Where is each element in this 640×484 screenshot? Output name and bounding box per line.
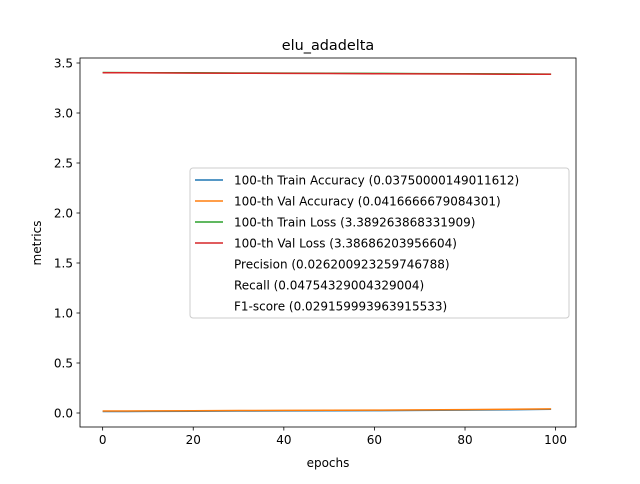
y-tick-label: 0.5 (54, 356, 73, 370)
legend-label-6: F1-score (0.029159993963915533) (234, 300, 447, 314)
axes: 0 20 40 60 80 100 0.0 0.5 1.0 1.5 2.0 2.5 3.0 3.5 (54, 56, 577, 447)
legend-label-5: Recall (0.04754329004329004) (234, 279, 424, 293)
legend-label-2: 100-th Train Loss (3.389263868331909) (234, 216, 475, 230)
chart-title: elu_adadelta (282, 38, 374, 54)
x-axis-label: epochs (307, 456, 350, 470)
y-tick-label: 2.0 (54, 206, 73, 220)
legend-label-4: Precision (0.026200923259746788) (234, 258, 450, 272)
y-tick-label: 2.5 (54, 156, 73, 170)
legend-label-1: 100-th Val Accuracy (0.0416666679084301) (234, 195, 501, 209)
x-tick-label: 0 (99, 433, 107, 447)
series-line-3 (102, 71, 552, 76)
x-tick-label: 60 (367, 433, 382, 447)
y-tick-label: 3.0 (54, 106, 73, 120)
legend-label-3: 100-th Val Loss (3.38686203956604) (234, 237, 457, 251)
axes-frame (79, 57, 577, 428)
y-tick-label: 3.5 (54, 56, 73, 70)
y-axis-label: metrics (30, 221, 44, 266)
x-tick-label: 100 (544, 433, 567, 447)
plot-area (102, 71, 552, 413)
y-tick-label: 1.5 (54, 256, 73, 270)
legend-box (189, 167, 570, 319)
x-tick-label: 40 (276, 433, 291, 447)
legend: 100-th Train Accuracy (0.037500001490116… (189, 167, 570, 319)
y-tick-label: 0.0 (54, 406, 73, 420)
x-tick-label: 80 (457, 433, 472, 447)
series-line-1 (102, 408, 552, 412)
y-tick-label: 1.0 (54, 306, 73, 320)
legend-label-0: 100-th Train Accuracy (0.037500001490116… (234, 174, 519, 188)
x-tick-label: 20 (186, 433, 201, 447)
